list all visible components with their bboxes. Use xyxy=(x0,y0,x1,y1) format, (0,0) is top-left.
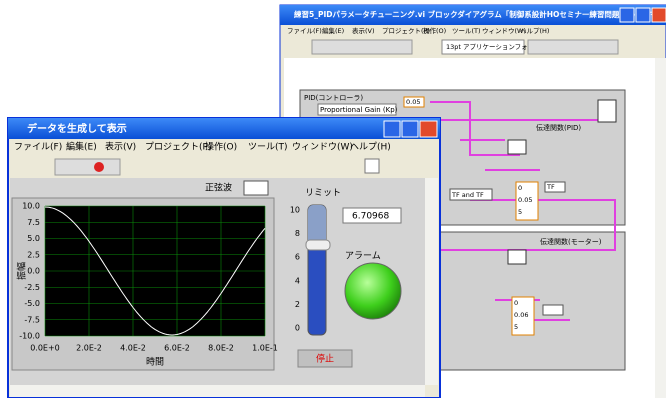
tf-and-tf: TF and TF xyxy=(451,191,484,199)
vertical-scrollbar[interactable] xyxy=(425,178,438,385)
run-buttons[interactable] xyxy=(54,158,121,176)
alarm-label: アラーム xyxy=(345,251,381,262)
menu-item[interactable]: 表示(V) xyxy=(352,26,375,35)
legend-label: 正弦波 xyxy=(205,182,232,194)
tf-node xyxy=(507,139,527,155)
y-tick-label: -2.5 xyxy=(24,283,40,292)
menu-item[interactable]: 編集(E) xyxy=(322,26,344,35)
pid-label: PID(コントローラ) xyxy=(304,94,363,102)
tf-node xyxy=(597,99,617,123)
maximize-button[interactable] xyxy=(401,120,419,138)
stop-button-label: 停止 xyxy=(316,353,334,365)
slider-thumb[interactable] xyxy=(305,239,331,251)
constant: 0.05 xyxy=(518,196,532,204)
x-tick-label: 0.0E+0 xyxy=(30,344,60,353)
constant: 0.06 xyxy=(514,311,528,319)
stop-button[interactable] xyxy=(297,349,353,368)
constant: 5 xyxy=(514,323,518,331)
toolbar-buttons[interactable] xyxy=(311,39,413,55)
y-tick-label: 5.0 xyxy=(27,234,40,243)
pid-tf-label: 伝達関数(PID) xyxy=(536,123,581,132)
menu-item[interactable]: ウィンドウ(W) xyxy=(292,142,353,153)
y-tick-label: 0.0 xyxy=(27,267,40,276)
front-panel-window: データを生成して表示 ファイル(F) 編集(E) 表示(V) プロジェクト(P)操作(… xyxy=(7,117,441,399)
x-axis-label: 時間 xyxy=(146,357,164,368)
menu-item[interactable]: ツール(T) xyxy=(248,143,288,153)
slider-tick-label: 8 xyxy=(295,229,300,238)
close-button[interactable] xyxy=(419,120,438,138)
window-title: 練習5_PIDパラメータチューニング.vi ブロックダイアグラム「制御系設計HO… xyxy=(294,9,665,19)
window-title: データを生成して表示 xyxy=(27,122,127,135)
slider-tick-label: 0 xyxy=(295,324,300,333)
y-tick-label: -5.0 xyxy=(24,299,40,308)
font-dropdown[interactable] xyxy=(441,39,525,55)
menu-item[interactable]: 表示(V) xyxy=(105,141,136,153)
tf-node xyxy=(507,249,527,265)
tf-type xyxy=(544,181,566,193)
kp-box xyxy=(403,96,425,108)
slider-tick-label: 10 xyxy=(290,206,300,215)
maximize-button[interactable] xyxy=(635,7,651,23)
limit-value: 6.70968 xyxy=(352,212,389,222)
align-buttons[interactable] xyxy=(527,39,619,55)
y-axis-label: 振幅 xyxy=(16,262,28,280)
waveform xyxy=(44,206,266,336)
x-tick-label: 6.0E-2 xyxy=(164,344,190,353)
alarm-led xyxy=(344,262,402,320)
slider-tick-label: 2 xyxy=(295,300,300,309)
slider-tick-label: 6 xyxy=(295,253,300,262)
title-bar xyxy=(280,5,666,25)
tf-label: TF xyxy=(546,183,555,191)
motor-constants xyxy=(511,296,535,336)
constant: 5 xyxy=(518,208,522,216)
limit-label: リミット xyxy=(305,189,341,199)
close-button[interactable] xyxy=(651,7,666,23)
menu-item[interactable]: 編集(E) xyxy=(66,141,97,153)
x-tick-label: 8.0E-2 xyxy=(208,344,234,353)
x-tick-label: 2.0E-2 xyxy=(76,344,102,353)
menu-item[interactable]: 操作(O) xyxy=(205,141,237,153)
kp-value: 0.05 xyxy=(406,98,420,106)
y-tick-label: 7.5 xyxy=(27,218,40,227)
menu-item[interactable]: プロジェクト(P) xyxy=(382,27,430,35)
pid-constants xyxy=(515,181,539,221)
y-tick-label: 2.5 xyxy=(27,250,40,259)
minimize-button[interactable] xyxy=(619,7,635,23)
legend-swatch xyxy=(243,180,269,196)
tf-type xyxy=(542,304,564,316)
horizontal-scrollbar[interactable] xyxy=(10,385,425,397)
menu-item[interactable]: ウィンドウ(W) xyxy=(482,27,526,35)
menu-item[interactable]: ヘルプ(H) xyxy=(350,142,391,153)
motor-tf-label: 伝達関数(モーター) xyxy=(540,237,602,246)
menu-item[interactable]: ファイル(F) xyxy=(287,27,322,35)
title-bar xyxy=(8,118,440,139)
slider-tick-label: 4 xyxy=(295,276,300,285)
x-tick-label: 4.0E-2 xyxy=(120,344,146,353)
x-tick-label: 1.0E-1 xyxy=(252,344,278,353)
stop-run-button[interactable] xyxy=(94,162,104,172)
kp-control[interactable] xyxy=(317,103,397,116)
y-tick-label: 10.0 xyxy=(22,202,40,211)
menu-item[interactable]: ツール(T) xyxy=(452,27,481,35)
tf-combo[interactable] xyxy=(449,188,493,201)
font-setting: 13pt アプリケーションフォント xyxy=(446,43,541,51)
menu-item[interactable]: 操作(O) xyxy=(423,26,446,35)
numeric-box[interactable] xyxy=(342,207,402,224)
menu-item[interactable]: ファイル(F) xyxy=(14,143,62,153)
slider-track-empty xyxy=(308,205,326,245)
kp-label: Proportional Gain (Kp) xyxy=(320,106,398,114)
menu-item[interactable]: プロジェクト(P) xyxy=(145,142,211,153)
constant: 0 xyxy=(514,299,518,307)
y-tick-label: -10.0 xyxy=(19,332,40,341)
minimize-button[interactable] xyxy=(383,120,401,138)
help-button[interactable] xyxy=(364,158,380,174)
constant: 0 xyxy=(518,184,522,192)
y-tick-label: -7.5 xyxy=(24,315,40,324)
menu-item[interactable]: ヘルプ(H) xyxy=(520,27,549,35)
scrollbar[interactable] xyxy=(655,58,666,398)
